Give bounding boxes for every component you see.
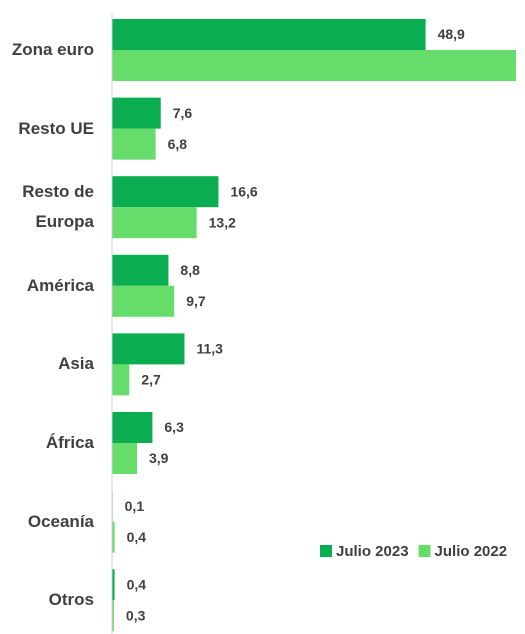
bar xyxy=(112,443,138,474)
category-label: Resto de Europa xyxy=(22,182,94,232)
value-label: 0,4 xyxy=(127,576,147,592)
bar xyxy=(112,521,115,553)
value-label: 13,2 xyxy=(209,214,236,230)
category-label: América xyxy=(26,275,94,295)
bar xyxy=(112,600,114,632)
value-label: 48,9 xyxy=(438,26,465,42)
value-label: 16,6 xyxy=(230,183,257,199)
category-label: Asia xyxy=(58,354,94,374)
value-label: 6,3 xyxy=(164,419,184,435)
category-label: Resto UE xyxy=(18,118,94,138)
bar xyxy=(112,19,426,50)
value-label: 0,4 xyxy=(127,529,147,545)
bar xyxy=(112,569,115,601)
value-label: 0,1 xyxy=(125,498,145,514)
bar xyxy=(112,412,153,443)
legend-label: Julio 2022 xyxy=(435,543,508,560)
value-label: 2,7 xyxy=(141,372,161,388)
bar xyxy=(112,97,161,129)
category-label: Otros xyxy=(48,590,94,610)
value-label: 3,9 xyxy=(149,450,169,466)
bar xyxy=(112,128,156,160)
bar xyxy=(112,254,169,286)
bar xyxy=(112,207,197,239)
legend-label: Julio 2023 xyxy=(336,543,409,560)
bar xyxy=(112,176,219,208)
legend-swatch xyxy=(320,545,332,557)
bar xyxy=(112,285,175,317)
value-label: 11,3 xyxy=(196,341,223,357)
category-label: África xyxy=(45,433,94,452)
category-label: Zona euro xyxy=(11,40,94,59)
legend-swatch xyxy=(418,545,431,557)
bar xyxy=(112,333,185,365)
category-label: Oceanía xyxy=(27,511,94,531)
value-label: 7,6 xyxy=(173,105,193,121)
value-label: 6,8 xyxy=(168,136,188,152)
value-label: 0,3 xyxy=(126,607,146,623)
bar xyxy=(112,364,130,396)
bar xyxy=(112,50,516,81)
value-label: 8,8 xyxy=(180,262,200,278)
value-label: 9,7 xyxy=(186,293,206,309)
